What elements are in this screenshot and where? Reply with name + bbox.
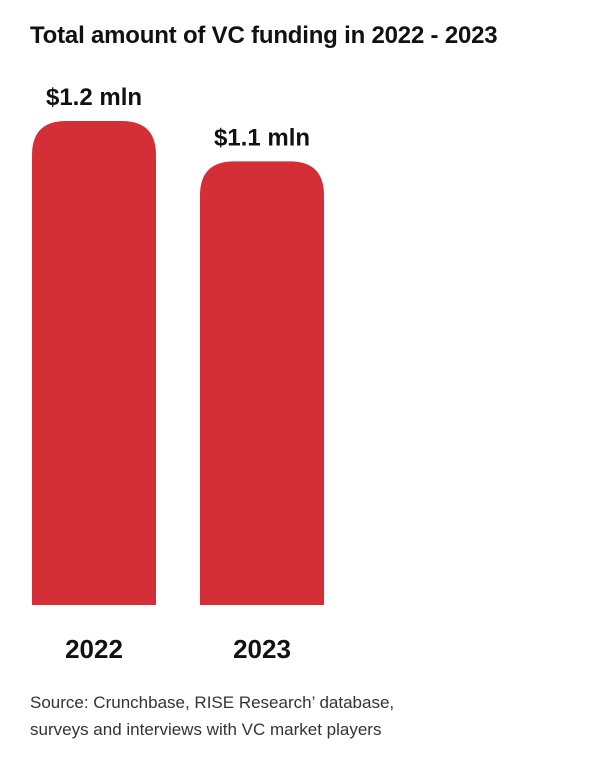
chart-title: Total amount of VC funding in 2022 - 202… [30, 22, 498, 49]
source-line-2: surveys and interviews with VC market pl… [30, 720, 382, 739]
bars-layer [32, 121, 324, 606]
x-tick-label-2022: 2022 [65, 634, 123, 664]
value-label-2023: $1.1 mln [214, 124, 310, 151]
labels-layer: $1.2 mln 2022 $1.1 mln 2023 [46, 84, 310, 664]
bar-2023 [200, 161, 324, 606]
source-line-1: Source: Crunchbase, RISE Research’ datab… [30, 693, 395, 712]
source-note: Source: Crunchbase, RISE Research’ datab… [30, 689, 590, 743]
x-tick-label-2023: 2023 [233, 634, 291, 664]
bar-chart: $1.2 mln 2022 $1.1 mln 2023 [32, 84, 324, 664]
bar-2022 [32, 121, 156, 605]
value-label-2022: $1.2 mln [46, 84, 142, 111]
